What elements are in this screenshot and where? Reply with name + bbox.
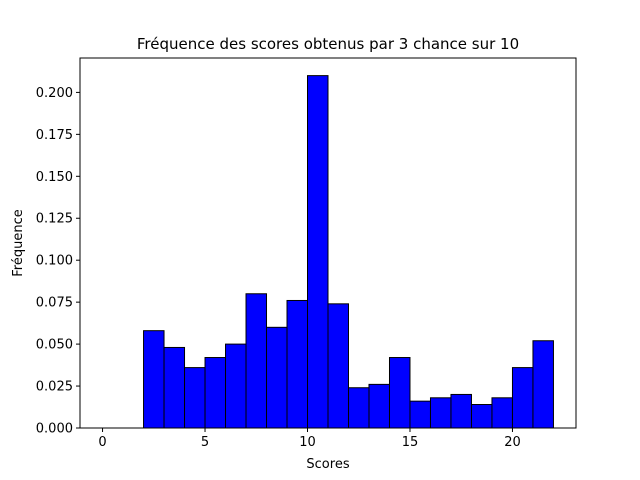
y-tick-label: 0.125 bbox=[36, 212, 73, 227]
y-axis-label: Fréquence bbox=[11, 209, 26, 276]
bars-group bbox=[143, 75, 554, 429]
y-tick-label: 0.150 bbox=[36, 170, 73, 185]
x-tick-label: 5 bbox=[201, 435, 209, 450]
histogram-bar bbox=[327, 303, 349, 429]
histogram-bar bbox=[184, 367, 206, 429]
histogram-bar bbox=[450, 393, 472, 429]
x-tick-label: 15 bbox=[402, 435, 419, 450]
x-axis-ticks: 0 5 10 15 20 bbox=[98, 428, 521, 450]
histogram-bar bbox=[491, 397, 513, 429]
histogram-bar bbox=[470, 404, 493, 429]
histogram-bar bbox=[511, 367, 534, 429]
histogram-bar bbox=[286, 299, 309, 429]
y-tick-label: 0.100 bbox=[36, 254, 73, 269]
histogram-bar bbox=[307, 75, 329, 429]
histogram-bar bbox=[388, 357, 411, 429]
histogram-bar bbox=[409, 400, 431, 429]
y-tick-label: 0.050 bbox=[36, 338, 73, 353]
histogram-bar bbox=[347, 387, 370, 429]
plot-frame bbox=[79, 57, 577, 429]
y-tick-label: 0.075 bbox=[36, 296, 73, 311]
y-tick-label: 0.000 bbox=[36, 422, 73, 437]
histogram-bar bbox=[245, 293, 268, 429]
x-tick-label: 10 bbox=[299, 435, 316, 450]
histogram-bar bbox=[143, 330, 165, 429]
histogram-bar bbox=[204, 357, 227, 429]
histogram-bar bbox=[429, 397, 452, 429]
y-tick-label: 0.025 bbox=[36, 380, 73, 395]
x-tick-label: 0 bbox=[98, 435, 106, 450]
histogram-bar bbox=[266, 326, 288, 429]
x-axis-label: Scores bbox=[306, 457, 349, 472]
histogram-bar bbox=[532, 340, 554, 429]
y-axis-ticks: 0.000 0.025 0.050 0.075 0.100 0.125 0.150 0.175… bbox=[36, 86, 80, 437]
x-tick-label: 20 bbox=[504, 435, 521, 450]
y-tick-label: 0.200 bbox=[36, 86, 73, 101]
histogram-bar bbox=[368, 383, 390, 429]
chart-title: Fréquence des scores obtenus par 3 chanc… bbox=[137, 35, 519, 53]
histogram-bar bbox=[225, 343, 247, 429]
y-tick-label: 0.175 bbox=[36, 128, 73, 143]
histogram-bar bbox=[163, 346, 186, 429]
